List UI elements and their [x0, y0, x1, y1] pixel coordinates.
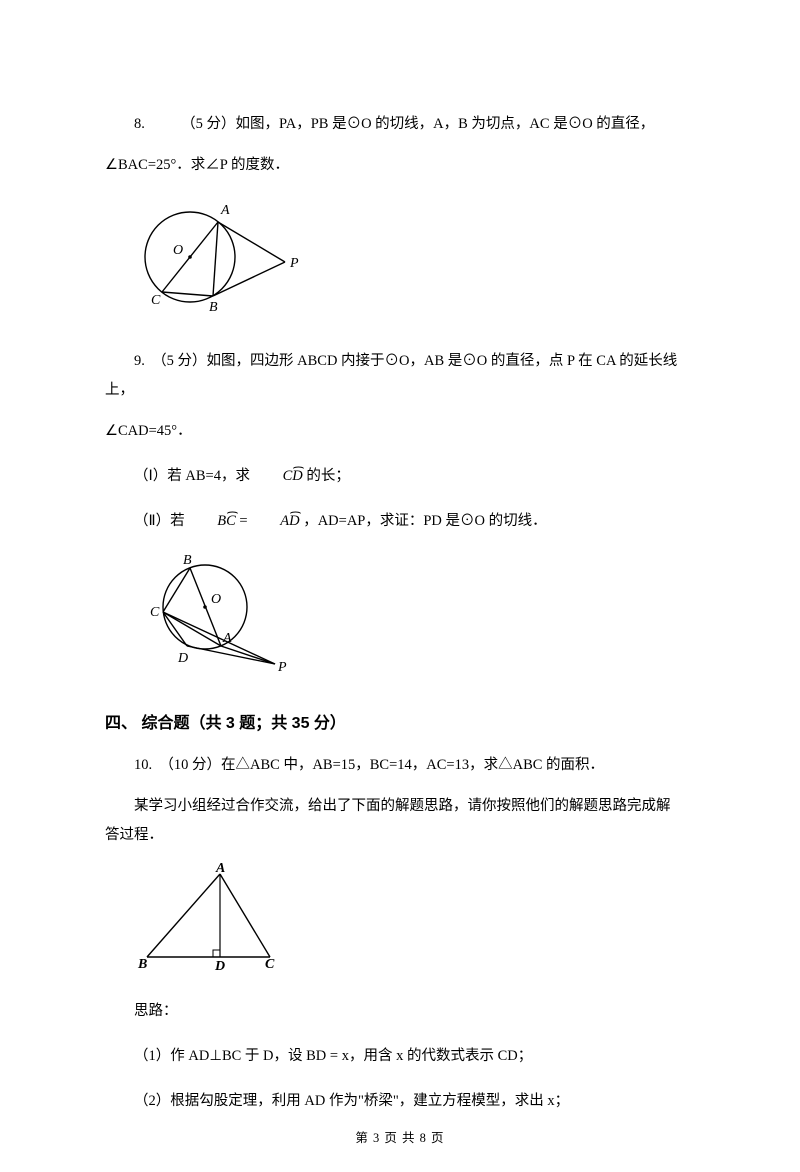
- q9-line2: ∠CAD=45°．: [105, 417, 695, 446]
- q10-line3: 答过程．: [105, 821, 695, 850]
- fig9-B: B: [183, 553, 192, 568]
- q8-t1: 如图，PA，PB 是⊙O 的切线，A，B 为切点，AC 是⊙O 的直径，: [236, 116, 655, 132]
- q9-sub2a: （Ⅱ）若: [134, 513, 188, 529]
- q10-figure: A B C D: [135, 862, 695, 977]
- fig10-C: C: [265, 957, 275, 972]
- q9-arc-ad: AD: [251, 507, 299, 536]
- fig9-C: C: [150, 605, 160, 620]
- q9-arc-cd: CD: [254, 462, 303, 491]
- q9-sub2b: ，AD=AP，求证：PD 是⊙O 的切线．: [300, 513, 547, 529]
- q9-figure: B C D A O P: [135, 552, 695, 687]
- q10-think1: （1）作 AD⊥BC 于 D，设 BD = x，用含 x 的代数式表示 CD；: [105, 1042, 695, 1071]
- q8-points: （5 分）: [181, 116, 235, 132]
- problem-10: 10. （10 分）在△ABC 中，AB=15，BC=14，AC=13，求△AB…: [105, 751, 695, 1116]
- q8-text2: ∠BAC=25°．求∠P 的度数．: [105, 151, 695, 180]
- q10-line2: 某学习小组经过合作交流，给出了下面的解题思路，请你按照他们的解题思路完成解: [105, 792, 695, 821]
- fig10-A: A: [215, 862, 225, 876]
- fig9-P: P: [277, 660, 287, 675]
- problem-9: 9. （5 分）如图，四边形 ABCD 内接于⊙O，AB 是⊙O 的直径，点 P…: [105, 347, 695, 687]
- q10-think-label: 思路：: [105, 997, 695, 1026]
- fig8-A: A: [220, 203, 230, 218]
- q10-think2: （2）根据勾股定理，利用 AD 作为"桥梁"，建立方程模型，求出 x；: [105, 1087, 695, 1116]
- q10-line1: 10. （10 分）在△ABC 中，AB=15，BC=14，AC=13，求△AB…: [105, 751, 695, 780]
- fig10-D: D: [214, 959, 225, 972]
- fig8-B: B: [209, 300, 218, 315]
- section4-title: 四、 综合题（共 3 题；共 35 分）: [105, 709, 695, 733]
- problem-8: 8. （5 分）如图，PA，PB 是⊙O 的切线，A，B 为切点，AC 是⊙O …: [105, 110, 695, 327]
- q9-sub1a: （Ⅰ）若 AB=4，求: [134, 468, 254, 484]
- fig10-B: B: [137, 957, 147, 972]
- fig8-P: P: [289, 256, 299, 271]
- fig9-O: O: [211, 592, 221, 607]
- q8-num: 8.: [134, 116, 145, 132]
- q9-line1: 9. （5 分）如图，四边形 ABCD 内接于⊙O，AB 是⊙O 的直径，点 P…: [105, 347, 695, 405]
- fig9-A: A: [222, 631, 232, 646]
- q9-arc-bc: BC: [188, 507, 236, 536]
- fig8-O: O: [173, 243, 183, 258]
- q9-sub1b: 的长；: [303, 468, 350, 484]
- q8-figure: A B C O P: [135, 192, 695, 327]
- fig8-C: C: [151, 293, 161, 308]
- fig9-D: D: [177, 651, 188, 666]
- page-footer: 第 3 页 共 8 页: [0, 1127, 800, 1146]
- q9-sub2: （Ⅱ）若 BC = AD ，AD=AP，求证：PD 是⊙O 的切线．: [105, 507, 695, 536]
- q9-sub1: （Ⅰ）若 AB=4，求 CD 的长；: [105, 462, 695, 491]
- q8-text: 8. （5 分）如图，PA，PB 是⊙O 的切线，A，B 为切点，AC 是⊙O …: [105, 110, 695, 139]
